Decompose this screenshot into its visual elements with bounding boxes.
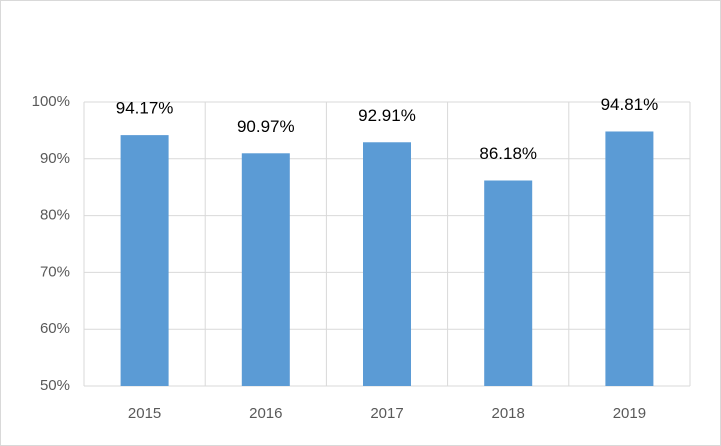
x-tick-label: 2019 xyxy=(613,405,646,422)
bar xyxy=(605,131,654,386)
y-tick-label: 50% xyxy=(40,377,70,394)
y-tick-label: 90% xyxy=(40,150,70,167)
y-tick-label: 80% xyxy=(40,207,70,224)
x-tick-label: 2017 xyxy=(370,405,403,422)
data-label: 94.81% xyxy=(601,95,659,114)
bar xyxy=(241,153,290,386)
y-tick-label: 100% xyxy=(32,93,70,110)
bar xyxy=(363,142,411,386)
y-tick-label: 70% xyxy=(40,263,70,280)
data-label: 90.97% xyxy=(237,117,295,136)
x-tick-label: 2016 xyxy=(249,405,282,422)
x-tick-label: 2015 xyxy=(128,405,161,422)
data-label: 86.18% xyxy=(479,144,537,163)
data-label: 92.91% xyxy=(358,106,416,125)
y-tick-label: 60% xyxy=(40,320,70,337)
x-tick-label: 2018 xyxy=(492,405,525,422)
bar xyxy=(120,135,169,386)
bar xyxy=(484,180,533,386)
data-label: 94.17% xyxy=(116,99,174,118)
